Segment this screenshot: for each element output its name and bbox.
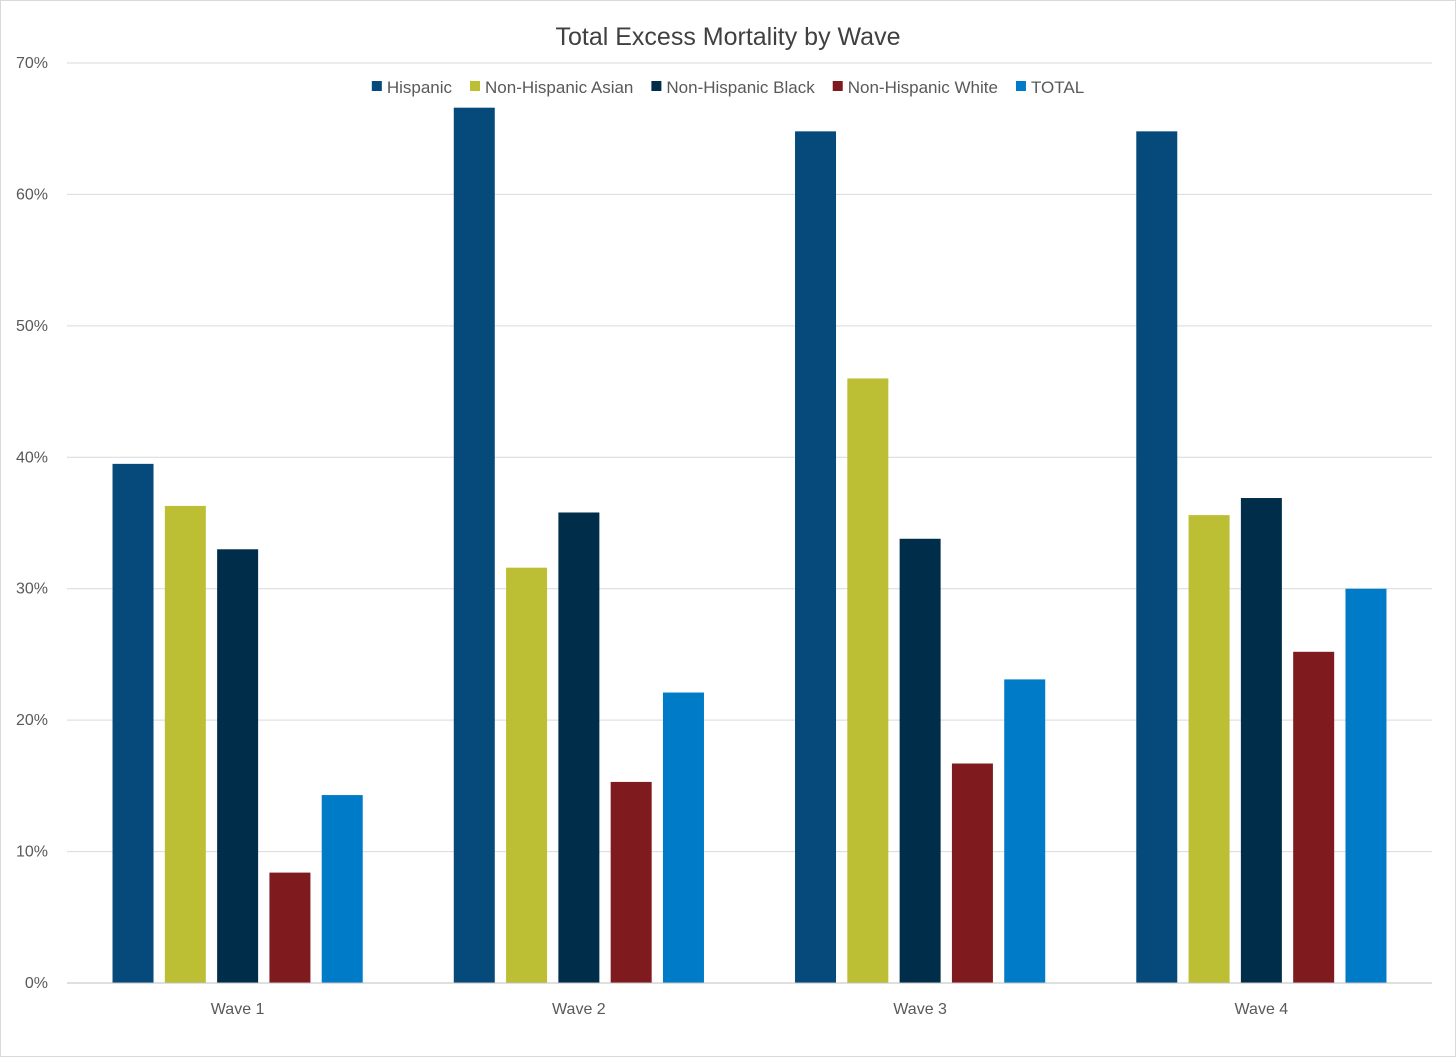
bar-non-hispanic-black-4 [1240, 498, 1282, 983]
bar-non-hispanic-white-2 [610, 781, 652, 983]
bar-non-hispanic-black-2 [558, 512, 600, 983]
legend-item: TOTAL [1015, 78, 1084, 97]
x-axis: Wave 1 Wave 2 Wave 3 Wave 4 [67, 982, 1432, 1018]
legend-swatch [651, 81, 662, 91]
legend-swatch [371, 81, 382, 91]
legend-label: Non-Hispanic Asian [485, 78, 633, 97]
bar-total-2 [662, 692, 704, 983]
legend-label: Non-Hispanic Black [666, 78, 815, 97]
y-tick-label: 10% [16, 844, 48, 861]
legend-swatch [470, 81, 481, 91]
legend-item: Non-Hispanic White [832, 78, 998, 97]
legend-item: Non-Hispanic Asian [470, 78, 633, 97]
y-tick-label: 20% [16, 712, 48, 729]
bar-non-hispanic-asian-1 [164, 505, 206, 983]
bar-non-hispanic-asian-3 [847, 378, 889, 983]
bar-non-hispanic-asian-2 [506, 567, 548, 983]
chart-title: Total Excess Mortality by Wave [555, 23, 900, 51]
bars [112, 107, 1387, 984]
legend-label: Non-Hispanic White [848, 78, 998, 97]
legend: Hispanic Non-Hispanic Asian Non-Hispanic B… [371, 78, 1084, 97]
bar-total-4 [1345, 588, 1387, 983]
legend-swatch [832, 81, 843, 91]
bar-non-hispanic-black-3 [899, 538, 941, 983]
y-axis-ticks: 0% 10% 20% 30% 40% 50% 60% 70% [16, 55, 48, 992]
bar-hispanic-1 [112, 463, 154, 983]
legend-swatch [1015, 81, 1026, 91]
bar-non-hispanic-white-3 [951, 763, 993, 983]
y-tick-label: 70% [16, 55, 48, 72]
legend-item: Non-Hispanic Black [651, 78, 815, 97]
bar-hispanic-2 [453, 107, 495, 983]
legend-label: Hispanic [387, 78, 453, 97]
bar-hispanic-4 [1136, 131, 1178, 984]
bar-non-hispanic-white-4 [1293, 651, 1335, 983]
y-tick-label: 0% [25, 975, 48, 992]
y-tick-label: 50% [16, 318, 48, 335]
bar-non-hispanic-black-1 [217, 549, 259, 983]
y-tick-label: 60% [16, 186, 48, 203]
legend-item: Hispanic [371, 78, 453, 97]
bar-non-hispanic-asian-4 [1188, 515, 1230, 983]
bar-hispanic-3 [795, 131, 837, 984]
gridlines [67, 62, 1432, 853]
y-tick-label: 40% [16, 449, 48, 466]
x-tick-label: Wave 4 [1235, 1001, 1289, 1018]
x-tick-label: Wave 2 [552, 1001, 606, 1018]
bar-non-hispanic-white-1 [269, 872, 311, 983]
y-tick-label: 30% [16, 581, 48, 598]
bar-total-1 [321, 795, 363, 983]
x-tick-label: Wave 1 [211, 1001, 265, 1018]
x-tick-label: Wave 3 [893, 1001, 947, 1018]
legend-label: TOTAL [1031, 78, 1084, 97]
bar-total-3 [1004, 679, 1046, 983]
